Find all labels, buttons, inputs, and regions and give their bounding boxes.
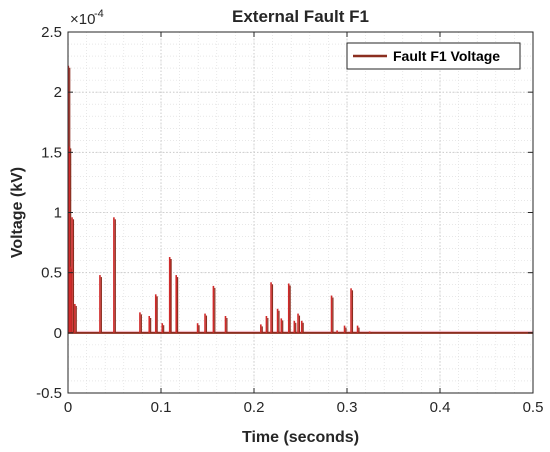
y-tick-label: 1.5 xyxy=(41,144,62,161)
x-tick-label: 0.2 xyxy=(244,399,265,416)
y-exponent-power: -4 xyxy=(94,8,104,20)
y-tick-label: 2.5 xyxy=(41,24,62,41)
y-tick-label: 1 xyxy=(54,205,62,222)
x-tick-labels: 0 0.1 0.2 0.3 0.4 0.5 xyxy=(64,399,544,416)
x-tick-label: 0.1 xyxy=(151,399,172,416)
tick-marks xyxy=(67,31,534,394)
x-tick-label: 0.5 xyxy=(523,399,544,416)
y-exponent-label: ×10 xyxy=(70,11,95,28)
legend-label: Fault F1 Voltage xyxy=(393,48,500,64)
y-tick-label: -0.5 xyxy=(36,385,62,402)
series-layer xyxy=(67,65,533,334)
y-tick-label: 0.5 xyxy=(41,265,62,282)
legend: Fault F1 Voltage xyxy=(346,42,521,70)
y-axis-label: Voltage (kV) xyxy=(9,167,26,258)
y-tick-label: 0 xyxy=(54,325,62,342)
y-tick-labels: -0.5 0 0.5 1 1.5 2 2.5 xyxy=(36,24,62,402)
x-tick-label: 0.3 xyxy=(337,399,358,416)
x-tick-label: 0 xyxy=(64,399,72,416)
y-tick-label: 2 xyxy=(54,84,62,101)
x-tick-label: 0.4 xyxy=(430,399,451,416)
chart-title: External Fault F1 xyxy=(232,7,369,26)
x-axis-label: Time (seconds) xyxy=(242,429,359,446)
